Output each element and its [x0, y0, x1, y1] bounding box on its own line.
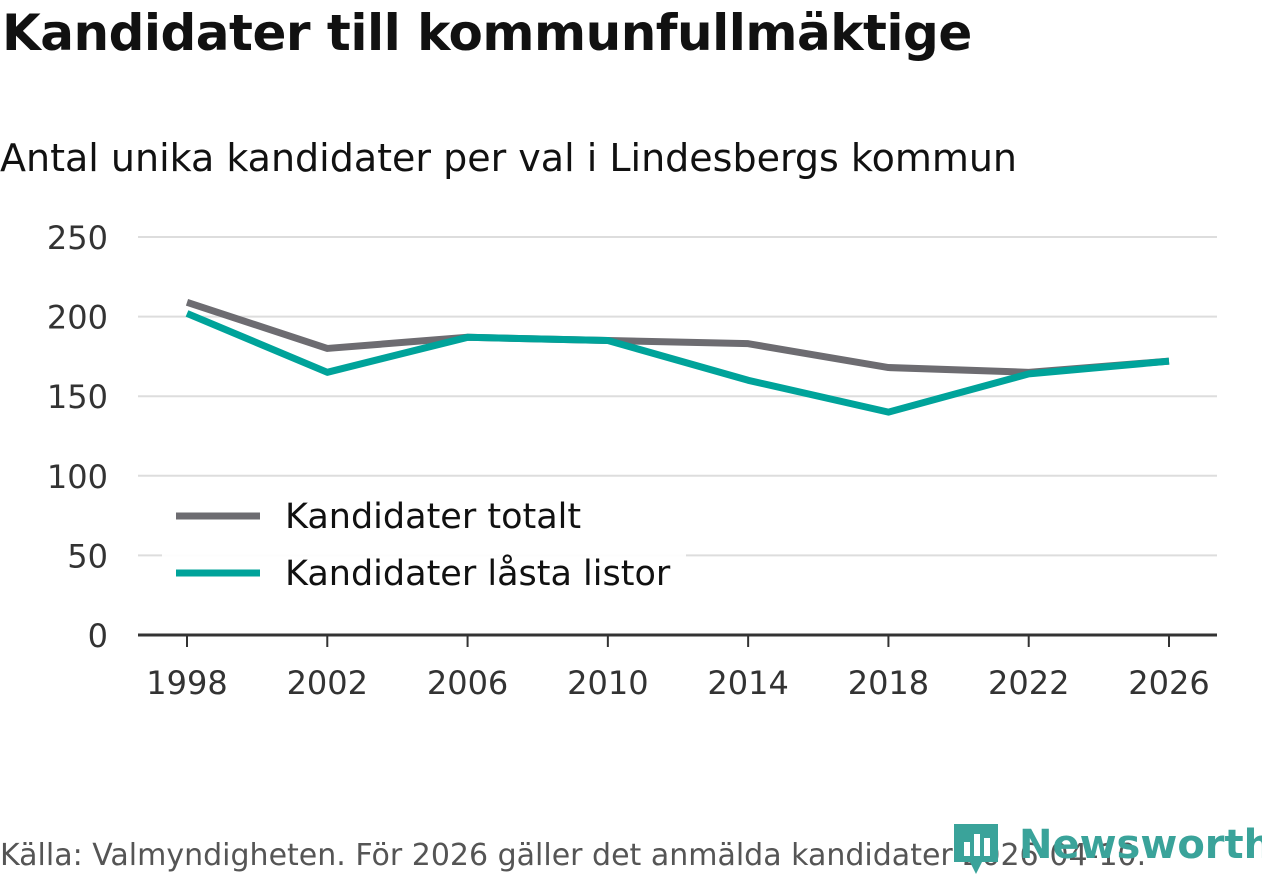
x-tick-label: 2002: [287, 664, 368, 702]
x-axis: 1998 2002 2006 2010 2014 2018 2022 2026: [138, 633, 1217, 702]
x-tick-label: 2022: [988, 664, 1069, 702]
series-line-kandidater-totalt: [185, 298, 1170, 376]
newsworthy-logo[interactable]: Newsworthy: [952, 820, 1262, 878]
legend-label: Kandidater totalt: [285, 497, 581, 537]
x-tick-label: 2018: [848, 664, 929, 702]
x-tick-label: 2026: [1128, 664, 1209, 702]
newsworthy-logo-text: Newsworthy: [1019, 822, 1262, 868]
y-tick-label: 100: [47, 458, 108, 496]
x-tick-label: 2006: [427, 664, 508, 702]
series-line-kandidater-lasta-listor: [185, 310, 1170, 416]
x-tick-label: 2010: [567, 664, 648, 702]
x-tick-label: 2014: [707, 664, 788, 702]
newsworthy-logo-icon: [954, 824, 998, 874]
series-lines: [185, 298, 1170, 416]
y-axis-tick-labels: 0 50 100 150 200 250: [47, 219, 108, 655]
chart-subtitle: Antal unika kandidater per val i Lindesb…: [0, 136, 1018, 180]
x-tick-label: 1998: [146, 664, 227, 702]
y-tick-label: 250: [47, 219, 108, 257]
y-tick-label: 200: [47, 299, 108, 337]
y-tick-label: 0: [88, 617, 108, 655]
y-tick-label: 50: [67, 537, 108, 575]
legend-background: [162, 490, 686, 600]
y-tick-label: 150: [47, 378, 108, 416]
legend: Kandidater totalt Kandidater låsta listor: [162, 490, 686, 600]
chart-title: Kandidater till kommunfullmäktige: [2, 4, 972, 62]
legend-label: Kandidater låsta listor: [285, 553, 671, 594]
